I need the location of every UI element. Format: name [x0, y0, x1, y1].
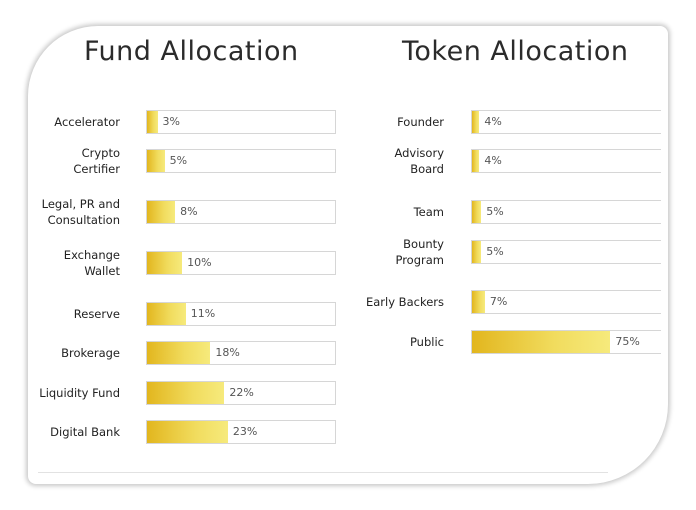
token-bar-value-label: 5% [486, 245, 504, 258]
token-bar [472, 241, 482, 263]
token-allocation-title: Token Allocation [402, 36, 629, 67]
fund-bar-value-label: 8% [180, 205, 198, 218]
card-divider [38, 472, 608, 473]
token-bar-track: 75% [471, 330, 661, 354]
token-category-label: Bounty Program [395, 237, 444, 267]
fund-bar-value-label: 23% [232, 425, 258, 438]
fund-bar-value-label: 18% [215, 346, 240, 359]
fund-bar-track: 8% [146, 200, 336, 224]
token-bar-value-label: 4% [484, 115, 502, 128]
token-bar [472, 150, 480, 172]
fund-bar-track: 11% [146, 302, 336, 326]
token-bar-track: 7% [471, 290, 661, 314]
fund-bar-track: 5% [146, 149, 336, 173]
fund-bar-track: 23% [146, 420, 336, 444]
fund-bar [147, 111, 158, 133]
token-bar [472, 291, 485, 313]
token-category-label: Founder [397, 115, 444, 129]
fund-category-label: Brokerage [61, 346, 120, 360]
fund-bar [147, 150, 165, 172]
token-category-label: Team [413, 205, 444, 219]
fund-bar-track: 10% [146, 251, 336, 275]
token-bar [472, 331, 611, 353]
fund-bar [147, 303, 186, 325]
token-bar-value-label: 75% [615, 335, 640, 348]
token-bar-track: 4% [471, 110, 661, 134]
token-category-label: Advisory Board [394, 146, 444, 176]
token-category-label: Early Backers [365, 295, 444, 309]
fund-bar [147, 382, 225, 404]
fund-bar-track: 3% [146, 110, 336, 134]
fund-category-label: Reserve [73, 307, 120, 321]
fund-allocation-title: Fund Allocation [84, 36, 299, 67]
fund-bar-value-label: 22% [229, 386, 254, 399]
token-bar [472, 111, 480, 133]
token-category-label: Public [409, 335, 444, 349]
token-bar [472, 201, 482, 223]
fund-bar-value-label: 11% [190, 307, 216, 320]
fund-bar-value-label: 10% [187, 256, 212, 269]
fund-bar [147, 252, 183, 274]
fund-category-label: Liquidity Fund [39, 386, 120, 400]
fund-category-label: Legal, PR and Consultation [41, 197, 120, 227]
token-bar-value-label: 5% [486, 205, 504, 218]
token-bar-track: 5% [471, 240, 661, 264]
fund-bar-track: 22% [146, 381, 336, 405]
token-bar-value-label: 7% [489, 295, 508, 308]
fund-bar [147, 421, 228, 443]
fund-category-label: Accelerator [54, 115, 120, 129]
fund-bar-value-label: 5% [169, 154, 188, 167]
fund-category-label: Exchange Wallet [63, 248, 120, 278]
fund-bar-value-label: 3% [162, 115, 180, 128]
fund-category-label: Crypto Certifier [73, 146, 120, 176]
fund-bar-track: 18% [146, 341, 336, 365]
token-bar-track: 5% [471, 200, 661, 224]
token-bar-track: 4% [471, 149, 661, 173]
fund-bar [147, 201, 176, 223]
fund-bar [147, 342, 211, 364]
token-bar-value-label: 4% [484, 154, 502, 167]
fund-category-label: Digital Bank [50, 425, 120, 439]
